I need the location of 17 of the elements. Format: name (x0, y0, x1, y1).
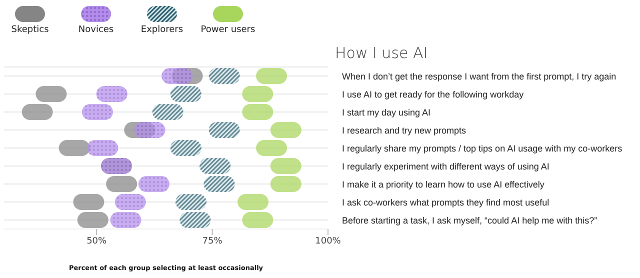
y-tick-label: I regularly experiment with different ways of using AI (342, 162, 550, 172)
legend-label: Power users (200, 25, 256, 35)
x-tick-label: 75% (202, 236, 223, 246)
y-tick-label: I use AI to get ready for the following workday (342, 90, 524, 100)
legend-label: Novices (78, 25, 114, 35)
legend-label: Skeptics (11, 25, 49, 35)
y-tick-label: I regularly share my prompts / top tips on AI usage with my co-workers (342, 144, 623, 154)
y-tick-label: Before starting a task, I ask myself, “could AI help me with this?” (342, 216, 598, 226)
legend-label: Explorers (140, 25, 184, 35)
y-tick-label: I research and try new prompts (342, 126, 467, 136)
y-tick-label: When I don’t get the response I want from the first prompt, I try again (342, 72, 616, 82)
y-tick-label: I ask co-workers what prompts they find most useful (342, 198, 550, 208)
y-tick-label: I start my day using AI (342, 108, 431, 118)
x-tick-label: 50% (86, 236, 108, 246)
y-tick-label: I make it a priority to learn how to use AI effectively (342, 180, 545, 190)
text: How I use AI (335, 44, 428, 62)
x-tick-label: 100% (315, 236, 342, 246)
